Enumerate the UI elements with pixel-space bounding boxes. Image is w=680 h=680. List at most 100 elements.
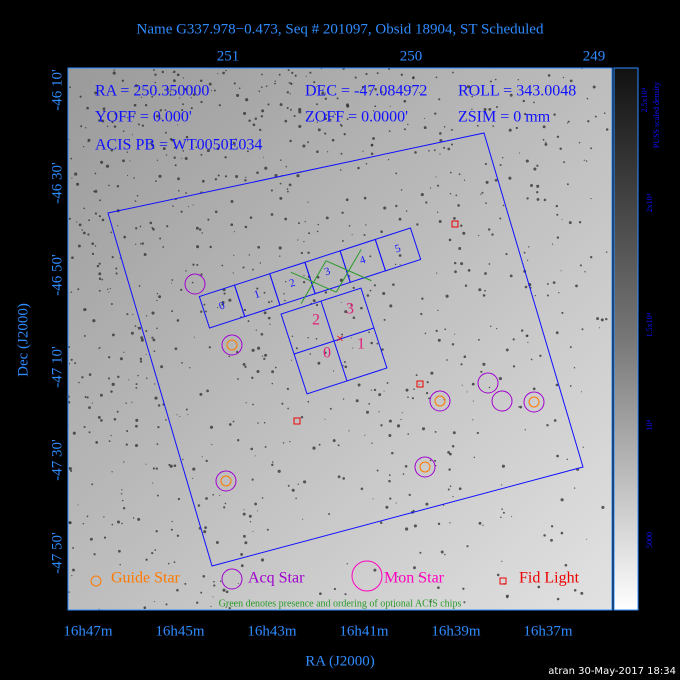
star-dot [536,197,540,201]
star-dot [388,419,392,423]
star-dot [484,289,486,292]
star-dot [108,291,110,293]
star-dot [123,461,125,463]
star-dot [270,189,273,192]
star-dot [115,272,118,275]
star-dot [145,329,148,333]
star-dot [518,406,520,408]
star-dot [482,524,484,526]
star-dot [158,295,162,299]
star-dot [403,128,406,131]
star-dot [307,251,310,254]
star-dot [261,73,263,76]
star-dot [146,377,148,379]
star-dot [110,148,114,152]
star-dot [368,331,370,334]
star-dot [498,377,502,381]
star-dot [165,154,168,156]
star-dot [172,205,174,207]
star-dot [135,418,139,422]
star-dot [462,587,465,590]
star-dot [573,366,576,369]
star-dot [103,536,107,539]
star-dot [68,467,72,471]
legend-guide [90,575,102,587]
star-dot [212,493,215,496]
star-dot [519,152,521,154]
star-dot [369,89,371,92]
star-dot [586,97,589,100]
star-dot [244,225,248,229]
star-dot [463,179,466,181]
star-dot [285,281,287,283]
star-dot [83,146,85,148]
star-dot [281,402,284,405]
star-dot [93,553,96,556]
star-dot [88,219,91,222]
star-dot [447,147,451,151]
star-dot [91,252,95,256]
star-dot [360,306,363,310]
star-dot [526,259,529,262]
star-dot [277,469,281,473]
star-dot [287,407,289,410]
star-dot [246,150,249,153]
star-dot [279,196,283,200]
star-dot [562,76,565,79]
footer: atran 30-May-2017 18:34 [548,666,676,677]
star-dot [199,392,203,396]
star-dot [560,270,562,272]
star-dot [489,325,492,327]
star-dot [405,210,408,212]
star-dot [201,456,203,458]
star-dot [221,303,224,306]
star-dot [195,146,198,149]
star-dot [161,70,164,74]
star-dot [383,93,386,96]
star-dot [252,268,254,271]
star-dot [134,84,138,88]
star-dot [458,487,462,491]
star-dot [151,143,154,147]
star-dot [365,72,368,76]
star-dot [197,504,201,507]
star-dot [274,80,276,82]
star-dot [156,299,158,302]
star-dot [500,516,502,518]
star-dot [478,288,482,292]
star-dot [233,254,235,256]
star-dot [423,126,427,130]
star-dot [350,303,353,307]
star-dot [160,118,162,120]
star-dot [71,256,74,259]
star-dot [169,138,173,141]
star-dot [98,277,102,280]
star-dot [297,239,299,241]
star-dot [72,546,75,549]
star-dot [434,459,437,462]
star-dot [98,272,102,276]
star-dot [287,69,290,72]
star-dot [138,326,141,330]
star-dot [182,150,185,152]
star-dot [289,139,292,143]
star-dot [545,141,547,143]
star-dot [152,228,155,231]
star-dot [91,242,94,245]
star-dot [287,190,289,193]
star-dot [152,482,154,484]
star-dot [533,101,535,104]
star-dot [501,508,503,510]
star-dot [339,169,342,171]
star-dot [164,131,167,134]
star-dot [248,254,251,256]
axis-label: 16h43m [247,623,297,639]
star-dot [449,452,452,456]
star-dot [428,150,430,152]
star-dot [263,291,266,294]
star-dot [110,231,113,234]
star-dot [259,262,262,264]
star-dot [110,390,113,393]
star-dot [433,149,436,152]
star-dot [481,191,484,194]
